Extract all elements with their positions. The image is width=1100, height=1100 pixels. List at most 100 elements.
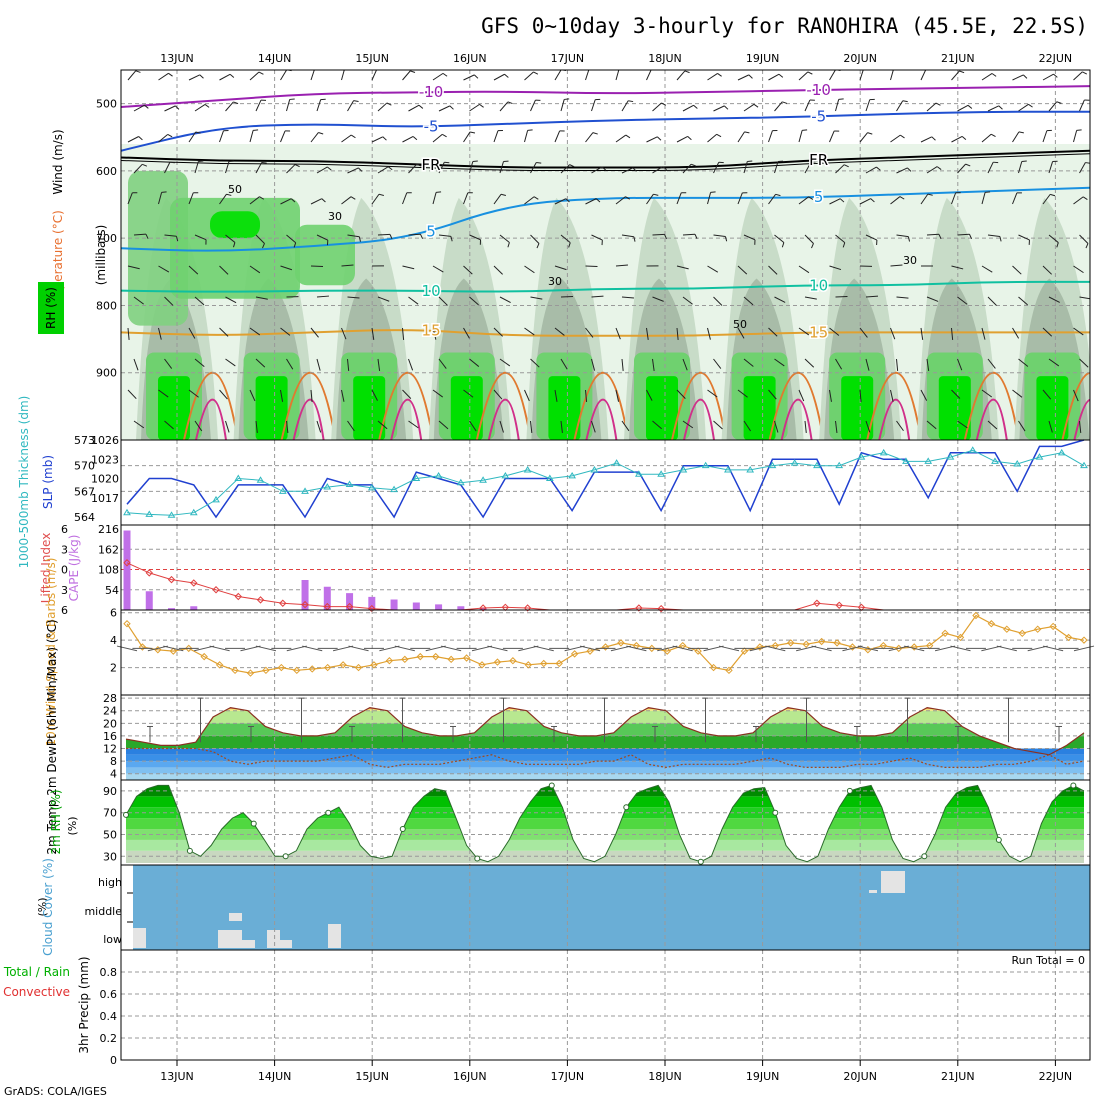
rh-saturated-cell — [841, 376, 874, 440]
wind-barb-flag — [661, 102, 667, 106]
wind-speed-point — [725, 666, 733, 675]
wind-speed-point — [941, 629, 949, 638]
wind10m-barb — [533, 645, 554, 652]
wind-barb — [341, 389, 345, 402]
contour-label: -5 — [811, 107, 826, 125]
wind-barb-flag — [294, 164, 300, 168]
li-tick-label: 6 — [61, 523, 68, 536]
wind-barb — [1048, 234, 1059, 243]
wind-barb — [652, 358, 655, 371]
thickness-point — [768, 461, 777, 469]
wind-barb-flag — [628, 100, 634, 103]
bottom-date-label: 20JUN — [843, 1070, 877, 1083]
warm-contour-17 — [475, 372, 532, 440]
wind-barb — [280, 198, 292, 205]
wind-barb-flag — [507, 101, 513, 105]
wind-barb — [920, 327, 924, 340]
wind-barb — [371, 70, 378, 81]
wind10m-barb — [950, 645, 971, 652]
wind-barb — [286, 99, 291, 112]
li-point — [190, 579, 198, 587]
wind-barb-flag — [927, 193, 933, 196]
wind-barb — [158, 192, 163, 205]
wind-barb — [591, 166, 603, 174]
wind-barb-flag — [262, 243, 265, 249]
wind-barb — [890, 264, 903, 267]
temp-tick-label: 12 — [103, 743, 117, 756]
wind-barb — [682, 104, 694, 112]
slp-tick-label: 1020 — [91, 473, 119, 486]
wind-barb — [377, 358, 381, 371]
cloud-level-high: high — [98, 876, 122, 889]
wind-barb — [463, 74, 475, 81]
wind-barb — [164, 296, 174, 306]
wind-barb — [1042, 194, 1051, 205]
wind10m-series — [116, 611, 1095, 677]
contour-label: 10 — [422, 282, 441, 300]
cold-band — [126, 754, 1084, 762]
wind-barb-flag — [693, 104, 698, 109]
wind-barb-flag — [744, 131, 750, 134]
rh-point — [772, 809, 779, 816]
wind-barb-flag — [998, 105, 1003, 110]
wind-barb — [896, 234, 909, 238]
wind-barb — [798, 71, 809, 81]
wind-barb-flag — [753, 103, 759, 108]
wind-barb — [347, 358, 350, 371]
upper-air-grid — [121, 70, 1090, 440]
wind-barb-flag — [748, 74, 753, 79]
wind-speed-point — [293, 666, 301, 675]
wind-barb-flag — [226, 193, 232, 196]
bottom-date-label: 19JUN — [746, 1070, 780, 1083]
wind-barb — [438, 358, 447, 369]
wind-barb — [402, 265, 415, 270]
wind-barb — [1018, 103, 1029, 112]
wind-barb — [621, 100, 629, 112]
wind-barb — [774, 161, 779, 174]
wind-barb-flag — [778, 73, 784, 78]
temp-band — [208, 710, 959, 724]
cloud-cell — [869, 890, 877, 893]
wind-barb — [804, 162, 812, 174]
wind-speed-point — [1049, 622, 1057, 631]
wind-speed-point — [385, 657, 394, 665]
wind-barb-flag — [204, 104, 210, 108]
wind-barb-flag — [907, 167, 912, 172]
thickness-point — [612, 459, 621, 466]
cape-tick-label: 216 — [98, 523, 119, 536]
wind-barb — [194, 420, 203, 432]
wind-speed-point — [648, 644, 656, 653]
contour-label: FR — [809, 151, 828, 169]
wind-barb — [737, 265, 748, 275]
thickness-point — [701, 461, 710, 469]
wind-speed-point — [987, 620, 996, 628]
wind-barb-flag — [775, 193, 781, 197]
wind-speed-line — [126, 614, 1085, 674]
wind-barb — [585, 389, 588, 402]
thickness-line — [126, 449, 1085, 516]
wind-barb-flag — [382, 136, 387, 141]
precip-tick-label: 0.6 — [100, 988, 118, 1001]
warm-contour-17 — [768, 372, 825, 440]
wind-barb — [981, 327, 986, 340]
wind-barb — [560, 358, 568, 370]
wind-barb — [865, 295, 879, 298]
wind-speed-point — [246, 669, 255, 677]
contour-label: 5 — [426, 222, 436, 240]
wind-barb — [768, 194, 777, 205]
wind-barb-flag — [838, 98, 844, 100]
wind-barb — [1079, 420, 1082, 433]
wind-barb — [981, 389, 993, 398]
bottom-date-label: 16JUN — [453, 1070, 487, 1083]
wind-barb-flag — [290, 198, 296, 203]
wind-barb — [652, 420, 662, 430]
thickness-point — [523, 465, 532, 473]
wind-barb — [280, 389, 284, 402]
wind-barb-flag — [389, 234, 393, 240]
wind-barb-flag — [469, 131, 476, 134]
rh-point — [697, 858, 704, 865]
wind-barb — [859, 132, 868, 143]
wind-barb-flag — [876, 166, 881, 171]
cape-bar — [368, 596, 376, 610]
wind-barb — [194, 234, 207, 241]
